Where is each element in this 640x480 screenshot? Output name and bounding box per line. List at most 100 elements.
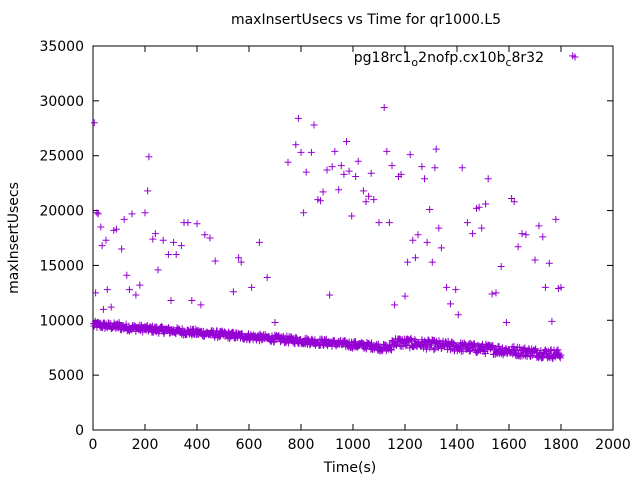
data-point [514,243,522,251]
data-point [193,220,201,228]
data-point [478,224,486,232]
data-point [345,167,353,175]
y-tick-label: 15000 [39,258,84,274]
data-point [460,339,468,347]
data-point [177,242,185,250]
data-point [263,273,271,281]
data-point [458,164,466,172]
data-point [452,286,460,294]
data-point [463,219,471,227]
data-point [481,349,489,357]
data-point [103,286,111,294]
data-point [430,346,438,354]
x-tick-label: 2000 [595,437,631,453]
data-point [492,289,500,297]
data-point [470,340,478,348]
data-point [484,175,492,183]
y-tick-label: 20000 [39,204,84,220]
data-point [447,300,454,308]
data-point [385,219,393,227]
data-point [495,342,503,350]
data-point [527,353,535,361]
data-point [310,121,318,129]
data-point [469,230,477,238]
data-point [128,210,136,218]
data-point [367,169,375,177]
data-point [557,283,565,291]
data-points [90,52,577,363]
data-point [547,347,555,355]
data-point [528,351,536,359]
data-point [475,203,483,211]
data-point [414,231,422,239]
data-point [248,283,256,291]
data-point [154,266,162,274]
data-point [107,303,115,311]
data-point [365,192,373,200]
data-point [532,345,540,353]
data-point [383,147,391,155]
data-point [518,230,526,238]
y-tick-label: 25000 [39,149,84,165]
y-axis-label: maxInsertUsecs [6,182,22,294]
data-point [362,198,370,206]
data-point [123,271,131,279]
data-point [448,338,456,346]
data-point [337,162,345,170]
x-axis-label: Time(s) [323,460,376,476]
data-point [420,344,428,352]
data-point [144,187,152,195]
data-point [125,286,133,294]
legend-label-part: pg18rc1 [354,50,412,66]
data-point [406,151,414,159]
data-point [535,222,543,230]
data-point [271,318,279,326]
data-point [303,334,311,342]
data-point [393,341,401,349]
data-point [423,238,431,246]
data-point [454,311,462,319]
data-point [422,345,430,353]
data-point [110,319,118,327]
data-point [502,318,510,326]
data-point [172,250,180,258]
x-tick-label: 1200 [387,437,423,453]
data-point [391,301,399,309]
data-point [388,162,396,170]
data-point [132,327,140,335]
data-point [326,291,334,299]
data-point [99,305,107,313]
data-point [284,158,292,166]
data-point [321,336,329,344]
x-axis-ticks: 0 200 400 600 800 1000 1200 1400 1600 1800 2000 [89,46,631,453]
data-point [444,337,452,345]
data-point [531,256,539,264]
plot-border [92,45,614,431]
data-point [158,322,166,330]
data-point [409,236,417,244]
data-point [411,254,419,262]
legend-label-subscript: o [411,56,418,69]
data-point [302,168,310,176]
data-point [359,187,367,195]
x-tick-label: 600 [236,437,263,453]
data-point [98,242,106,250]
data-point [456,346,464,354]
data-point [170,238,178,246]
data-point [557,351,565,359]
data-point [132,291,140,299]
legend-label-part: 2nofp.cx10b [418,50,505,66]
data-point [418,163,426,171]
data-point [509,350,517,358]
data-point [482,200,490,208]
data-point [145,153,153,161]
data-point [120,215,128,223]
data-point [300,209,308,217]
data-point [307,148,315,156]
legend-label-subscript: c [505,56,511,69]
data-point [423,342,431,350]
data-point [539,233,547,241]
data-point [297,148,305,156]
legend-label: pg18rc1o2nofp.cx10bc8r32 [354,50,544,69]
data-point [426,205,434,213]
